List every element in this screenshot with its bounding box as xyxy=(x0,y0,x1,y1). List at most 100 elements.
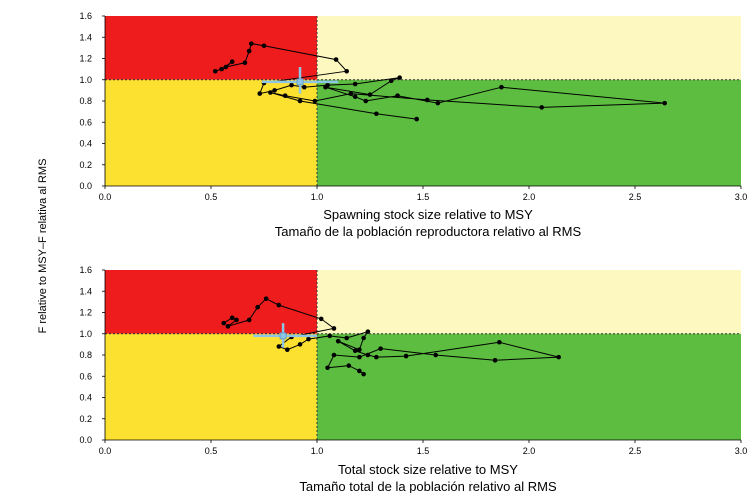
latest-point-marker xyxy=(296,78,304,86)
y-tick-label: 0.2 xyxy=(79,160,92,170)
data-point xyxy=(352,94,358,100)
y-tick-label: 0.0 xyxy=(79,435,92,445)
chart-panel-spawning: 0.0 0.5 1.0 1.5 2.0 2.5 3.0 0.0 0.2 0.4 0.6 0.8 1.0 1… xyxy=(79,11,747,239)
quadrant-lower-right xyxy=(317,333,741,440)
x-tick-label: 3.0 xyxy=(735,192,748,202)
data-point xyxy=(331,352,337,358)
data-point xyxy=(361,335,366,341)
data-point xyxy=(662,100,667,106)
x-tick-label: 2.0 xyxy=(523,192,536,202)
data-point xyxy=(325,365,330,371)
data-point xyxy=(403,353,409,359)
data-point xyxy=(272,88,277,93)
data-point xyxy=(346,363,352,368)
x-axis-label-es: Tamaño total de la población relativo al… xyxy=(299,479,557,493)
data-point xyxy=(388,78,394,84)
data-point xyxy=(297,342,303,347)
trajectory xyxy=(212,41,667,122)
quadrant-backgrounds xyxy=(105,270,741,440)
data-point xyxy=(312,98,318,104)
data-point xyxy=(255,304,260,310)
shared-y-axis-label: F relative to MSY–F relativa al RMS xyxy=(37,159,49,334)
latest-point-marker xyxy=(279,332,287,340)
data-point xyxy=(327,333,333,339)
data-point xyxy=(242,60,248,66)
data-point xyxy=(323,84,328,90)
latest-point-with-ci xyxy=(261,67,339,94)
quadrant-backgrounds xyxy=(105,16,741,186)
quadrant-upper-right xyxy=(317,16,741,80)
chart-panel-total: 0.0 0.5 1.0 1.5 2.0 2.5 3.0 0.0 0.2 0.4 0.6 0.8 1.0 1… xyxy=(79,265,747,493)
y-tick-label: 0.0 xyxy=(79,181,92,191)
data-point xyxy=(497,339,502,345)
data-point xyxy=(229,59,235,64)
data-point xyxy=(348,91,354,96)
x-tick-label: 1.5 xyxy=(417,446,430,456)
data-point xyxy=(433,352,439,358)
data-point xyxy=(357,347,362,352)
data-point xyxy=(276,302,282,308)
data-point xyxy=(248,41,254,46)
data-point xyxy=(352,348,358,354)
data-point xyxy=(352,81,358,87)
data-point xyxy=(374,354,379,360)
data-point xyxy=(499,84,504,90)
y-tick-label: 0.8 xyxy=(79,96,92,106)
y-tick-label: 0.6 xyxy=(79,371,92,381)
data-point xyxy=(357,368,362,374)
data-point xyxy=(556,354,561,360)
data-point xyxy=(212,68,218,74)
data-point xyxy=(219,66,224,72)
y-tick-label: 0.4 xyxy=(79,393,92,403)
data-point xyxy=(333,57,339,62)
x-tick-label: 0.0 xyxy=(99,192,112,202)
data-point xyxy=(435,100,441,106)
quadrant-upper-left xyxy=(105,16,317,80)
axis-ticks: 0.0 0.5 1.0 1.5 2.0 2.5 3.0 0.0 0.2 0.4 0.6 0.8 1.0 1… xyxy=(79,265,747,456)
y-tick-label: 0.2 xyxy=(79,414,92,424)
data-point xyxy=(357,354,362,360)
data-point xyxy=(331,326,337,331)
latest-point-with-ci xyxy=(253,323,317,348)
data-point xyxy=(234,317,239,323)
data-point xyxy=(363,98,369,104)
x-tick-label: 2.0 xyxy=(523,446,536,456)
data-point xyxy=(257,91,263,96)
y-tick-label: 1.6 xyxy=(79,265,92,275)
data-point xyxy=(367,92,373,97)
data-point xyxy=(246,48,252,54)
x-tick-label: 0.5 xyxy=(205,192,218,202)
data-point xyxy=(365,352,371,358)
x-axis-label: Spawning stock size relative to MSY xyxy=(323,207,533,222)
data-point xyxy=(221,320,227,326)
data-point xyxy=(539,105,545,110)
data-point xyxy=(223,64,229,70)
data-point xyxy=(285,347,290,352)
quadrant-lower-left xyxy=(105,333,317,440)
y-tick-label: 1.6 xyxy=(79,11,92,21)
y-tick-label: 1.2 xyxy=(79,308,92,318)
data-point xyxy=(289,82,294,88)
data-point xyxy=(414,116,419,122)
data-point xyxy=(361,371,366,377)
x-tick-label: 0.0 xyxy=(99,446,112,456)
quadrant-upper-right xyxy=(317,270,741,334)
data-point xyxy=(229,315,235,321)
data-point xyxy=(261,43,267,49)
x-axis-label: Total stock size relative to MSY xyxy=(338,462,518,477)
y-tick-label: 0.4 xyxy=(79,139,92,149)
data-point xyxy=(395,93,400,98)
data-point xyxy=(318,316,324,322)
data-point xyxy=(282,93,288,98)
x-tick-label: 1.5 xyxy=(417,192,430,202)
data-point xyxy=(268,90,273,95)
x-tick-label: 1.0 xyxy=(311,446,324,456)
data-point xyxy=(225,324,231,329)
data-point xyxy=(397,75,402,80)
quadrant-lower-left xyxy=(105,79,317,186)
data-point xyxy=(335,338,341,344)
data-point xyxy=(492,358,498,363)
data-point xyxy=(301,84,307,90)
data-point xyxy=(344,335,349,341)
